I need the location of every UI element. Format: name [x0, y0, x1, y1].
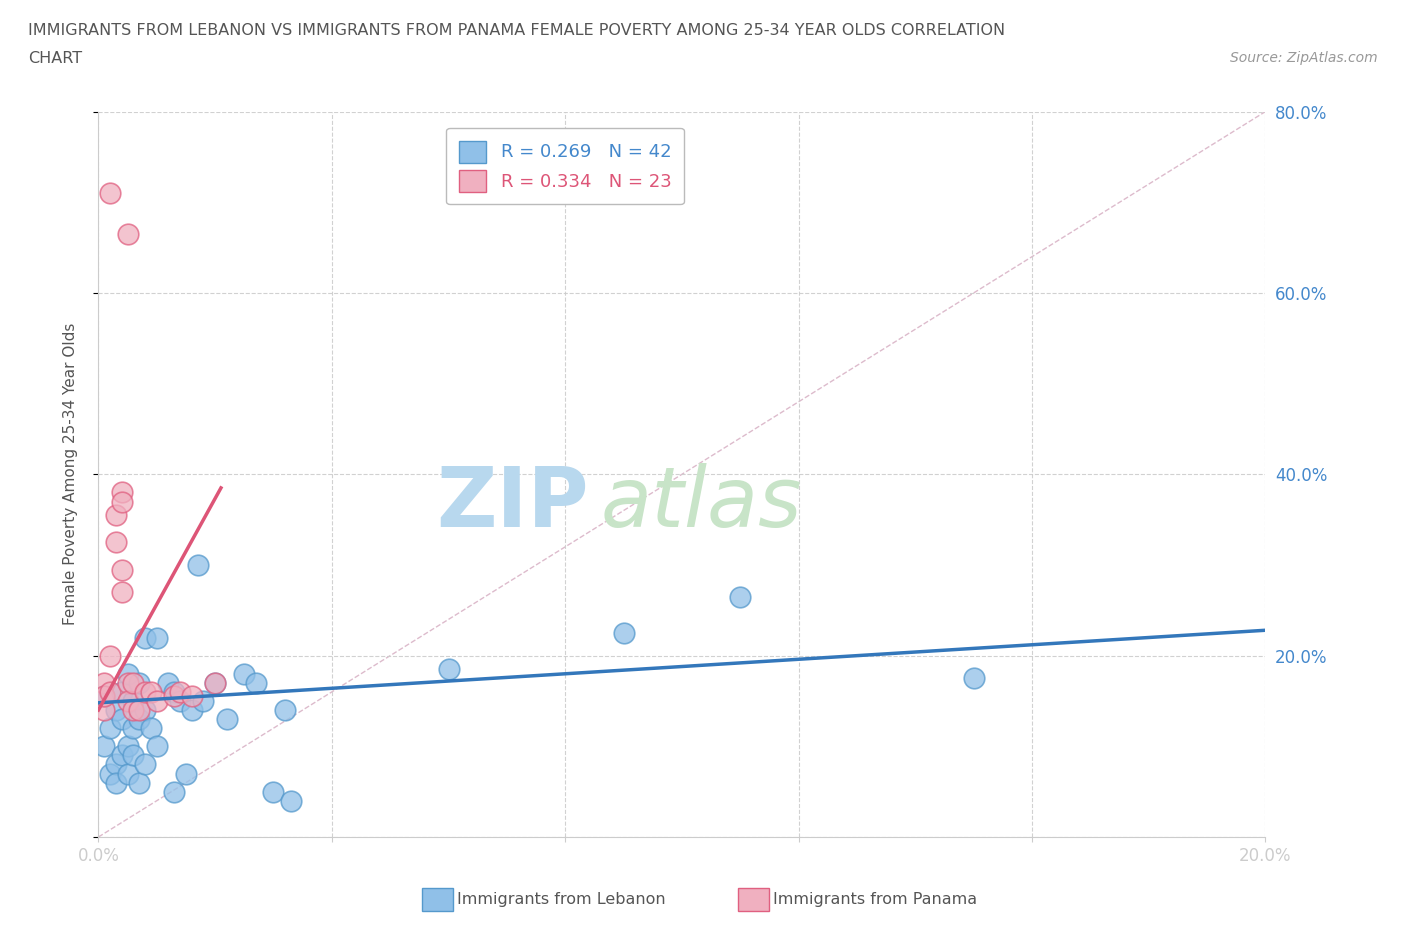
Point — [146, 694, 169, 709]
Text: IMMIGRANTS FROM LEBANON VS IMMIGRANTS FROM PANAMA FEMALE POVERTY AMONG 25-34 YEA: IMMIGRANTS FROM LEBANON VS IMMIGRANTS FR… — [28, 23, 1005, 38]
Point — [93, 689, 115, 704]
Point — [117, 694, 139, 709]
Point — [93, 675, 115, 690]
Point — [146, 631, 169, 645]
Point — [157, 675, 180, 690]
Point — [169, 694, 191, 709]
Point — [280, 793, 302, 808]
Point — [122, 694, 145, 709]
Point — [233, 666, 256, 681]
Point — [122, 703, 145, 718]
Text: atlas: atlas — [600, 463, 801, 544]
Text: Source: ZipAtlas.com: Source: ZipAtlas.com — [1230, 51, 1378, 65]
Point — [612, 626, 634, 641]
Point — [111, 562, 134, 577]
Point — [104, 757, 127, 772]
Point — [728, 590, 751, 604]
Point — [174, 766, 197, 781]
Point — [128, 703, 150, 718]
Point — [169, 684, 191, 699]
Point — [262, 784, 284, 799]
Point — [98, 721, 121, 736]
Point — [437, 662, 460, 677]
Point — [193, 694, 215, 709]
Point — [128, 711, 150, 726]
Point — [146, 738, 169, 753]
Point — [163, 684, 186, 699]
Point — [98, 684, 121, 699]
Point — [962, 671, 984, 685]
Point — [180, 689, 202, 704]
Point — [111, 494, 134, 509]
Point — [98, 186, 121, 201]
Point — [111, 748, 134, 763]
Point — [215, 711, 238, 726]
Point — [93, 703, 115, 718]
Point — [111, 684, 134, 699]
Point — [104, 508, 127, 523]
Point — [139, 684, 162, 699]
Point — [180, 703, 202, 718]
Point — [111, 485, 134, 500]
Point — [111, 585, 134, 600]
Point — [204, 675, 226, 690]
Point — [122, 748, 145, 763]
Point — [274, 703, 297, 718]
Text: Immigrants from Lebanon: Immigrants from Lebanon — [457, 892, 665, 907]
Text: Immigrants from Panama: Immigrants from Panama — [773, 892, 977, 907]
Point — [163, 689, 186, 704]
Text: ZIP: ZIP — [436, 463, 589, 544]
Point — [117, 675, 139, 690]
Point — [122, 675, 145, 690]
Point — [187, 558, 209, 573]
Point — [104, 535, 127, 550]
Point — [134, 757, 156, 772]
Point — [122, 721, 145, 736]
Point — [117, 766, 139, 781]
Point — [104, 776, 127, 790]
Point — [204, 675, 226, 690]
Point — [98, 648, 121, 663]
Point — [134, 684, 156, 699]
Point — [111, 711, 134, 726]
Point — [245, 675, 267, 690]
Point — [117, 666, 139, 681]
Point — [128, 776, 150, 790]
Point — [93, 689, 115, 704]
Y-axis label: Female Poverty Among 25-34 Year Olds: Female Poverty Among 25-34 Year Olds — [63, 323, 77, 626]
Point — [134, 631, 156, 645]
Point — [134, 703, 156, 718]
Legend: R = 0.269   N = 42, R = 0.334   N = 23: R = 0.269 N = 42, R = 0.334 N = 23 — [447, 128, 683, 205]
Point — [98, 766, 121, 781]
Text: CHART: CHART — [28, 51, 82, 66]
Point — [128, 675, 150, 690]
Point — [117, 738, 139, 753]
Point — [163, 784, 186, 799]
Point — [104, 703, 127, 718]
Point — [93, 738, 115, 753]
Point — [139, 721, 162, 736]
Point — [117, 227, 139, 242]
